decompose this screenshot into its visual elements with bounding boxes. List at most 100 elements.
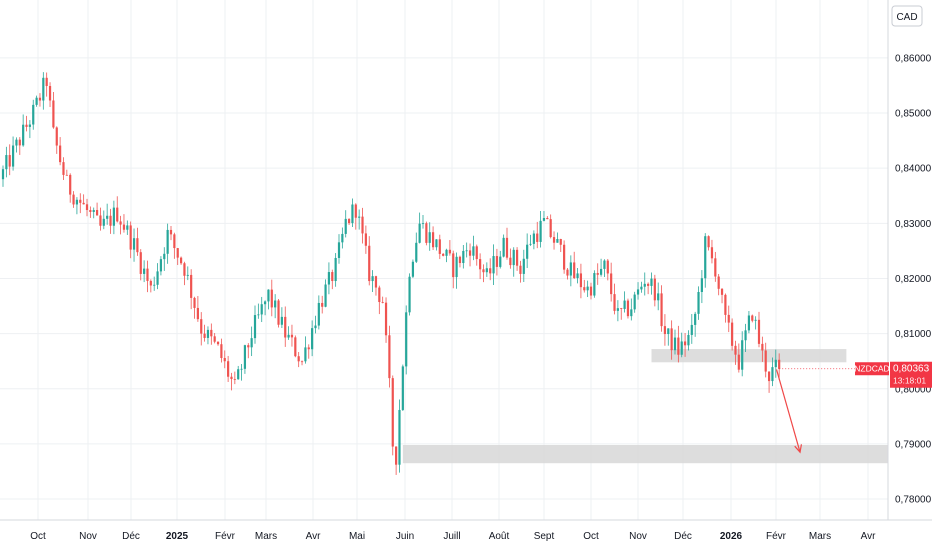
y-tick-label: 0,78000 [895,495,932,506]
x-tick-label: 2026 [720,531,743,542]
candle [647,282,650,295]
candle [704,233,707,288]
candle [761,336,764,362]
candle [778,353,781,380]
candle [1,165,5,187]
price-axis[interactable]: 0,86000 0,85000 0,84000 0,83000 0,82000 0,810… [895,53,932,505]
candle [687,330,690,351]
candle [364,225,367,254]
candle [700,270,703,304]
candle [606,258,609,281]
x-tick-label: Août [489,531,510,542]
candle [747,310,751,334]
candle [421,214,425,229]
arrow-head [794,444,803,454]
candle [660,285,663,332]
candle [290,324,294,347]
candle [643,272,646,296]
countdown-value: 13:18:01 [893,376,926,386]
candle [579,263,583,299]
support-zone[interactable] [402,445,932,464]
candle [405,305,408,375]
candle [697,286,700,320]
support-zone[interactable] [651,349,847,363]
last-price-tag: NZDCAD 0,80363 13:18:01 [854,361,932,388]
x-tick-label: Déc [674,531,692,542]
candle [173,232,176,259]
candle [465,242,468,258]
candle [169,226,173,241]
candle [559,238,562,253]
candle [573,251,576,279]
candle [623,291,626,313]
candle [85,198,89,217]
candle [673,329,677,355]
candle [126,220,129,235]
candle [388,325,391,388]
candle [546,216,549,220]
candle [368,236,371,286]
candle [263,300,267,316]
candle [663,314,667,346]
candle [156,263,159,290]
candle [35,95,38,107]
candle [5,146,8,178]
candle [129,221,132,259]
candle [640,281,643,293]
candle [472,235,475,261]
candle [378,285,381,315]
candle [452,250,455,289]
candle [539,210,542,248]
candle [529,234,532,246]
x-tick-label: Avr [861,531,876,542]
candle [99,207,102,231]
arrow-shaft [775,369,801,453]
candle [321,295,324,314]
candle [442,252,445,257]
candle [75,197,79,215]
candle [603,259,606,277]
candle [250,326,253,357]
candle [48,82,52,107]
candle [512,247,515,277]
candle [223,350,226,369]
candle [297,352,300,368]
y-tick-label: 0,83000 [895,219,932,230]
candle [677,325,680,363]
price-axis-bg [888,0,932,550]
candle [764,342,767,378]
candle [549,214,552,239]
candle [42,72,45,110]
candle [552,231,556,250]
candle [11,136,15,171]
candle [401,364,404,411]
candle [734,340,737,365]
candle [82,194,85,205]
candle [247,343,250,359]
candle [526,233,529,269]
candle [186,266,189,281]
candle [153,276,156,291]
candle [136,227,139,256]
candle [257,303,260,319]
time-axis[interactable]: Oct Nov Déc 2025 Févr Mars Avr Mai Juin Juill Août… [30,531,876,542]
candle [347,218,351,226]
candle [210,323,213,345]
candle [610,262,613,302]
candle [522,249,525,283]
candle [284,306,287,347]
candle [337,234,341,264]
candle [220,338,223,363]
candle [519,260,522,283]
candle [556,232,559,243]
candle [280,307,283,329]
currency-button[interactable]: CAD [891,5,923,27]
candle [771,357,774,387]
candle [515,247,519,271]
candle [566,267,569,280]
candle [499,250,502,269]
candle [583,279,586,293]
candle [304,336,307,364]
candle [462,245,465,269]
